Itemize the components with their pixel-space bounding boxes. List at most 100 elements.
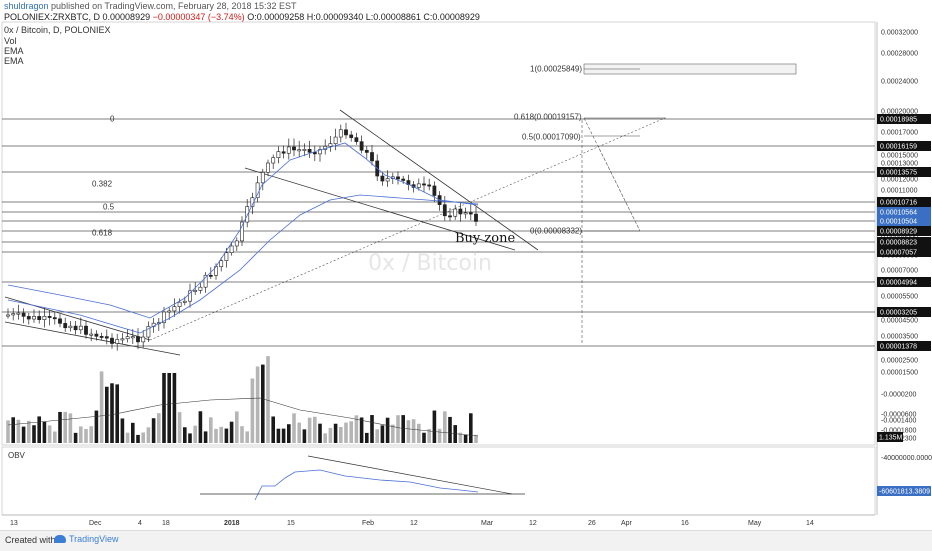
ohlc-change: −0.00000347 (−3.74%) [152,12,245,22]
obv-last-tag [877,486,931,496]
price-tag [877,226,931,236]
candle-body [422,183,426,186]
y-tick-label: 0.00020000 [881,109,918,116]
price-tag-label: 0.00008929 [880,229,917,236]
candle-body [130,336,135,339]
ohlc-rest: O:0.00009258 H:0.00009340 L:0.00008861 C… [244,12,480,22]
trendline-lower [244,167,516,251]
price-chart[interactable]: 0.00032000 0.00028000 0.00024000 0.00020000… [0,0,932,530]
candle-body [344,129,348,136]
volume-bar [396,415,400,443]
y-tick-label: 0.00001500 [881,370,918,377]
x-tick-label: 16 [681,520,689,527]
x-tick-label: 13 [10,520,18,527]
publisher-name[interactable]: shuldragon [4,1,49,11]
volume-bar [349,421,353,443]
published-text: published on TradingView.com, February 2… [48,1,297,11]
indicator-vol-label[interactable]: Vol [4,36,17,46]
candle-body [442,204,447,217]
volume-bar [261,364,265,443]
volume-bar [37,416,41,443]
obv-line [254,469,479,501]
volume-bar [16,419,21,443]
price-tag [877,341,931,351]
indicator-ema2-label[interactable]: EMA [4,56,24,66]
candle-body [26,316,31,320]
candle-body [177,301,182,307]
y-tick-label: 0.00013000 [881,161,918,168]
price-tag [877,237,931,247]
indicator-ema1-label[interactable]: EMA [4,46,24,56]
candle-body [234,240,239,247]
chart-watermark: 0x / Bitcoin [368,251,492,276]
volume-bar [131,422,135,443]
candle-body [468,212,473,215]
candle-body [193,290,198,292]
volume-bar [120,418,125,443]
candle-body [380,175,385,182]
candle-body [224,252,229,261]
volume-bar [250,378,255,443]
price-tag [877,247,931,257]
y-tick-label: 0.00003500 [881,334,918,341]
candle-body [474,213,478,222]
candle-body [338,129,343,138]
y-tick-label: 0.00011000 [881,188,918,195]
volume-bar [21,426,26,443]
price-tag-label: 0.00010504 [880,219,917,226]
x-tick-label: May [748,520,762,527]
volume-bar [235,411,239,443]
candle-body [271,157,276,164]
volume-bar [354,415,359,443]
volume-bar [224,428,229,443]
y-tick-label: 0.00012000 [881,177,918,184]
volume-bar [323,433,327,443]
volume-bar [203,431,208,443]
y-tick-label: 0.00002500 [881,358,918,365]
volume-bar [255,366,260,443]
volume-axis-label: -0.0001800 [881,428,917,435]
volume-bar [84,428,88,443]
volume-bar [58,411,62,443]
fib-projection-path [583,117,641,232]
candle-body [245,206,250,223]
volume-bar [105,386,109,443]
candle-body [141,336,146,343]
y-tick-label: 0.00005500 [881,294,918,301]
y-tick-label: 0.00032000 [881,30,918,37]
x-tick-label: 18 [162,520,170,527]
volume-bar [167,373,171,443]
candle-body [172,306,177,312]
candle-body [21,312,26,317]
volume-bar [344,422,348,443]
volume-bar [385,417,390,443]
x-tick-label: Dec [89,520,102,527]
volume-bar [47,425,52,443]
volume-bar [32,425,36,443]
candle-body [188,290,192,302]
candle-body [136,336,140,343]
ema-fast-line [7,142,479,319]
fib-right-label: 0(0.00008332) [530,227,582,236]
candle-body [359,141,364,151]
fib-left-label: 0 [110,115,115,124]
fib-left-label: 0.618 [92,229,113,238]
volume-bar [437,428,442,443]
trendline-dotted [149,117,666,341]
price-tag-label: 0.00010564 [880,210,917,217]
candle-body [281,151,286,154]
candle-body [276,151,281,159]
volume-bar [292,413,296,443]
candle-body [307,149,312,153]
tradingview-logo[interactable]: TradingView [54,534,119,544]
price-tag-label: 0.00001378 [880,344,917,351]
candle-body [312,151,317,155]
candle-body [47,316,52,318]
candle-body [58,318,62,324]
price-tag-label: 0.00007057 [880,250,917,257]
fib-left-label: 0.5 [103,203,115,212]
fib-right-label: 1(0.00025849) [530,65,582,74]
x-tick-label: 4 [138,520,142,527]
candle-body [32,316,36,320]
candle-body [146,326,151,338]
